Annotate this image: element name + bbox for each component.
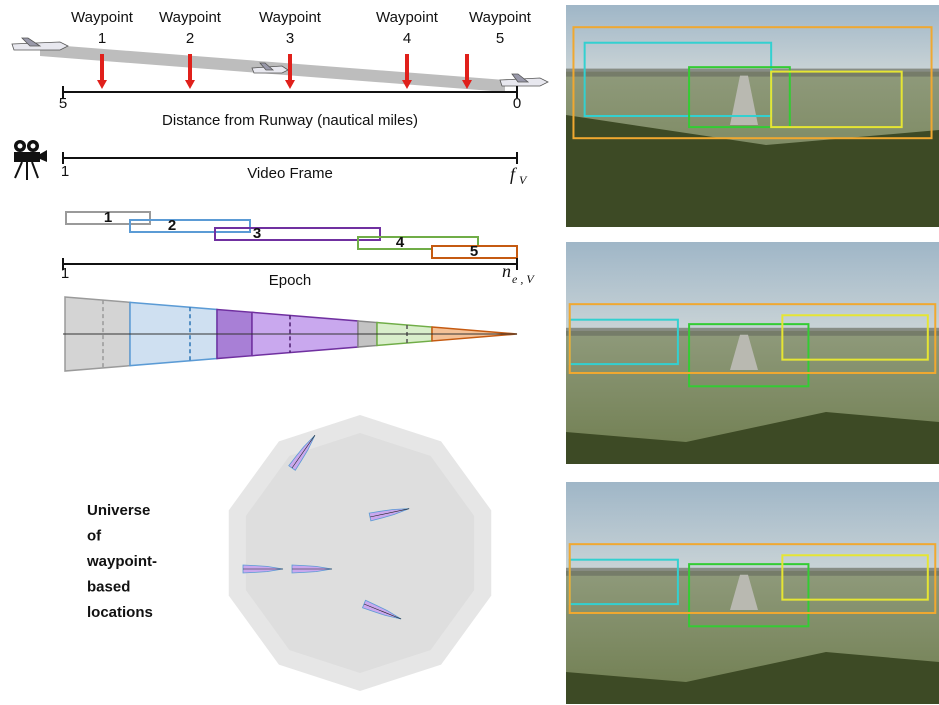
- axis-start: 1: [61, 265, 69, 282]
- universe-label-line: Universe: [87, 502, 150, 519]
- universe-label-line: locations: [87, 604, 153, 621]
- axis-end: 0: [513, 95, 521, 112]
- photo-horizon: [566, 568, 939, 576]
- axis-label: Video Frame: [247, 165, 333, 182]
- waypoint-label: Waypoint: [469, 9, 532, 26]
- waypoint-label: Waypoint: [159, 9, 222, 26]
- arrow-head: [185, 80, 195, 89]
- figure: 5 0 Distance from Runway (nautical miles…: [0, 0, 939, 705]
- waypoint-label: Waypoint: [259, 9, 322, 26]
- camera-icon: [14, 140, 47, 180]
- epoch-box: [130, 220, 250, 232]
- universe-inner: [246, 433, 474, 673]
- axis-start: 1: [61, 163, 69, 180]
- waypoint-number: 4: [403, 30, 411, 47]
- waypoint-label: Waypoint: [376, 9, 439, 26]
- axis-label: Distance from Runway (nautical miles): [162, 112, 418, 129]
- waypoint-number: 2: [186, 30, 194, 47]
- photo-sky: [566, 5, 939, 72]
- axis-label: Epoch: [269, 272, 312, 289]
- arrow-head: [97, 80, 107, 89]
- photo-sky: [566, 242, 939, 331]
- waypoint-number: 3: [286, 30, 294, 47]
- universe-label: Universe of waypoint-based locations: [86, 502, 157, 621]
- epoch-box: [215, 228, 380, 240]
- video-frames: [566, 5, 939, 704]
- photo-sky: [566, 482, 939, 571]
- axis-start: 5: [59, 95, 67, 112]
- epoch-number: 4: [396, 234, 405, 251]
- epoch-number: 5: [470, 243, 478, 260]
- waypoint-number: 5: [496, 30, 504, 47]
- arrow-head: [285, 80, 295, 89]
- waypoint-label: Waypoint: [71, 9, 134, 26]
- epoch-boxes: 1 2 3 4 5: [66, 209, 517, 260]
- universe-label-line: based: [87, 578, 130, 595]
- universe-label-line: of: [87, 527, 102, 544]
- axis-end-subscript: e , V: [512, 272, 535, 286]
- waypoint-number: 1: [98, 30, 106, 47]
- axis-end: f: [510, 164, 518, 184]
- epoch-number: 2: [168, 217, 176, 234]
- epoch-cone: [63, 297, 517, 371]
- axis-end-subscript: V: [519, 173, 528, 187]
- universe-label-line: waypoint-: [86, 553, 157, 570]
- axis-end: n: [502, 261, 511, 281]
- photo-horizon: [566, 328, 939, 336]
- epoch-number: 1: [104, 209, 112, 226]
- epoch-number: 3: [253, 225, 261, 242]
